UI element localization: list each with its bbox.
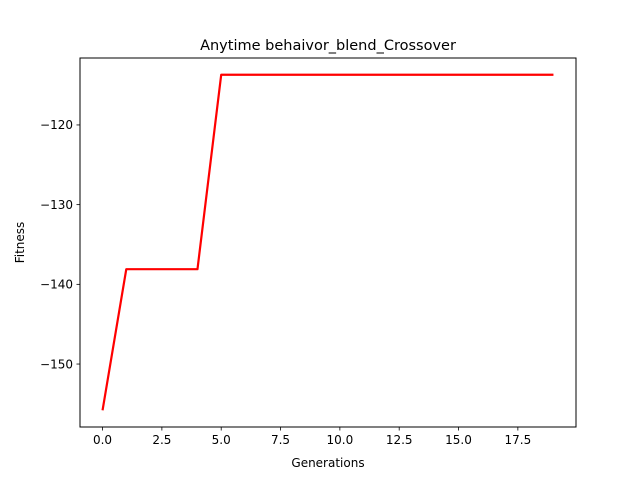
x-tick-label: 7.5 (271, 433, 290, 447)
x-tick-label: 5.0 (212, 433, 231, 447)
x-tick-label: 10.0 (327, 433, 354, 447)
x-tick-label: 12.5 (386, 433, 413, 447)
x-axis-title: Generations (291, 456, 364, 470)
x-tick-label: 0.0 (93, 433, 112, 447)
x-tick-label: 17.5 (504, 433, 531, 447)
x-axis-ticks: 0.0 2.5 5.0 7.5 10.0 12.5 15.0 17.5 (93, 427, 531, 447)
x-tick-label: 15.0 (445, 433, 472, 447)
series-line (101, 73, 554, 411)
y-axis-ticks: −150 −140 −130 −120 (40, 118, 80, 371)
y-tick-label: −140 (40, 278, 73, 292)
chart-title: Anytime behaivor_blend_Crossover (200, 38, 456, 54)
y-tick-label: −130 (40, 198, 73, 212)
y-axis-title: Fitness (13, 222, 27, 264)
y-tick-label: −120 (40, 118, 73, 132)
x-tick-label: 2.5 (152, 433, 171, 447)
series-layer (101, 73, 554, 411)
plot-frame (79, 57, 577, 428)
y-tick-label: −150 (40, 357, 73, 371)
